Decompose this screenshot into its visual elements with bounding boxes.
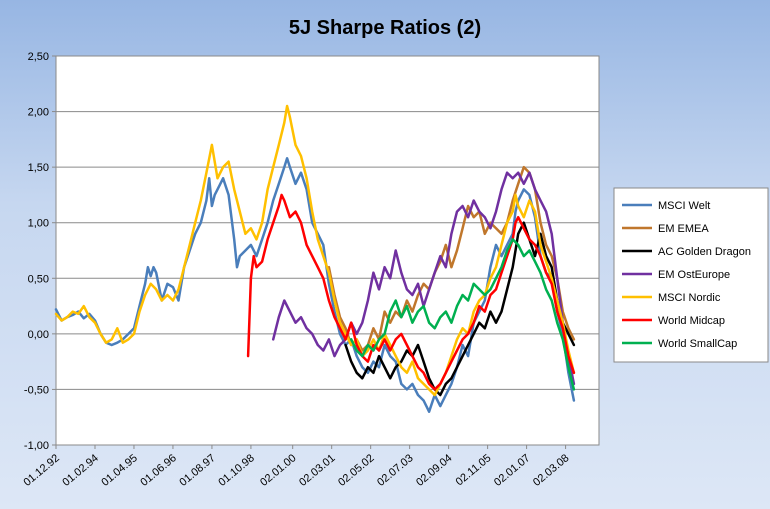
x-tick-label: 02.09.04 xyxy=(414,452,455,489)
series-line-6 xyxy=(349,238,576,391)
x-axis-ticks: 01.12.9201.02.9401.04.9501.06.9601.08.97… xyxy=(21,445,572,489)
legend-entry-6: World SmallCap xyxy=(658,338,737,350)
legend-entry-5: World Midcap xyxy=(658,315,725,327)
x-tick-label: 01.02.94 xyxy=(60,452,101,489)
series-line-2 xyxy=(344,221,576,397)
legend-entry-4: MSCI Nordic xyxy=(658,292,721,304)
x-tick-label: 01.10.98 xyxy=(216,452,257,489)
x-tick-label: 02.03.01 xyxy=(297,452,338,489)
series-lines xyxy=(54,104,576,413)
y-tick-label: -0,50 xyxy=(24,384,49,396)
x-tick-label: 02.03.08 xyxy=(531,452,572,489)
legend-entry-1: EM EMEA xyxy=(658,223,709,235)
legend-entry-3: EM OstEurope xyxy=(658,269,730,281)
series-line-5 xyxy=(246,193,576,391)
x-tick-label: 01.08.97 xyxy=(177,452,218,489)
x-tick-label: 01.12.92 xyxy=(21,452,62,489)
y-tick-label: 2,50 xyxy=(28,51,49,63)
chart-title: 5J Sharpe Ratios (2) xyxy=(289,17,481,39)
y-tick-label: 2,00 xyxy=(28,107,49,119)
legend-entry-2: AC Golden Dragon xyxy=(658,246,751,258)
x-tick-label: 02.05.02 xyxy=(336,452,377,489)
y-tick-label: 0,50 xyxy=(28,273,49,285)
x-tick-label: 02.11.05 xyxy=(454,452,494,488)
x-tick-label: 02.01.07 xyxy=(492,452,533,489)
series-line-4 xyxy=(54,104,576,397)
x-tick-label: 02.07.03 xyxy=(375,452,416,489)
x-tick-label: 01.04.95 xyxy=(99,452,140,489)
plot-area xyxy=(55,55,600,446)
legend-entry-0: MSCI Welt xyxy=(658,200,710,212)
y-tick-label: 1,50 xyxy=(28,162,49,174)
x-tick-label: 02.01.00 xyxy=(258,452,299,489)
y-tick-label: -1,00 xyxy=(24,440,49,452)
y-tick-label: 1,00 xyxy=(28,218,49,230)
x-tick-label: 01.06.96 xyxy=(138,452,179,489)
legend: MSCI Welt EM EMEA AC Golden Dragon EM OstEu… xyxy=(613,187,769,363)
y-tick-label: 0,00 xyxy=(28,329,49,341)
y-axis-ticks: 2,50 2,00 1,50 1,00 0,50 0,00 -0,50 -1,00 xyxy=(24,51,56,452)
